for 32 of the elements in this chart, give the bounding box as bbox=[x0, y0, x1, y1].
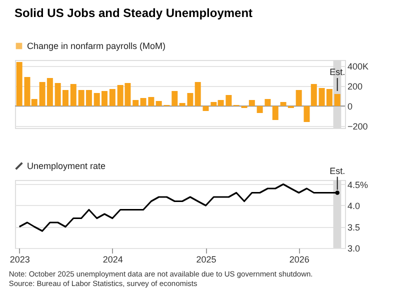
annotation: Est. bbox=[330, 67, 346, 77]
y-tick-label: 3.5 bbox=[348, 222, 360, 232]
bar bbox=[272, 106, 278, 120]
y-tick-label: 4.5% bbox=[348, 180, 368, 190]
bar bbox=[194, 82, 201, 106]
legend-label: Change in nonfarm payrolls (MoM) bbox=[27, 41, 166, 51]
bar bbox=[132, 100, 139, 106]
chart-title: Solid US Jobs and Steady Unemployment bbox=[14, 6, 253, 20]
y-tick-label: 200 bbox=[348, 82, 363, 92]
x-tick-label: 2025 bbox=[196, 254, 216, 264]
annotation: Est. bbox=[330, 166, 346, 176]
y-tick-label: 0 bbox=[348, 102, 353, 112]
legend-label: Unemployment rate bbox=[27, 161, 106, 171]
bar bbox=[70, 84, 76, 106]
y-tick-label: −200 bbox=[348, 122, 368, 132]
bar bbox=[256, 106, 263, 113]
y-tick-label: 3.0 bbox=[348, 244, 360, 254]
bar bbox=[296, 90, 302, 106]
bar bbox=[172, 91, 178, 106]
bar bbox=[248, 100, 255, 106]
bar bbox=[304, 106, 310, 122]
bar bbox=[280, 102, 286, 106]
bar bbox=[334, 94, 340, 106]
x-tick-label: 2023 bbox=[10, 254, 30, 264]
y-tick-label: 4.0 bbox=[348, 201, 360, 211]
bar bbox=[264, 99, 271, 106]
bar bbox=[202, 106, 209, 111]
x-tick-label: 2026 bbox=[289, 254, 310, 264]
y-tick-label: 400K bbox=[348, 62, 369, 72]
x-tick-label: 2024 bbox=[102, 254, 123, 264]
bar bbox=[310, 84, 317, 106]
bar bbox=[109, 89, 116, 106]
